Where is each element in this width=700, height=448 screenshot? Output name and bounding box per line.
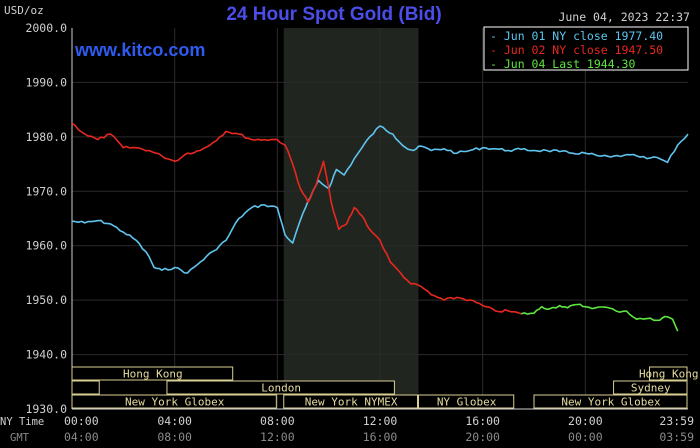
chart-title: 24 Hour Spot Gold (Bid): [226, 4, 441, 25]
session-box: NY Globex: [418, 394, 515, 409]
gmt-tick-label: 16:00: [363, 430, 398, 444]
legend-box: [483, 26, 689, 71]
session-box: Sydney: [613, 380, 688, 395]
y-tick-label: 1990.0: [25, 75, 67, 89]
nymex-session-shading: [283, 28, 419, 409]
kitco-watermark: www.kitco.com: [74, 40, 205, 60]
y-tick-label: 1980.0: [25, 130, 67, 144]
y-tick-label: 1970.0: [25, 184, 67, 198]
ny-time-tick-label: 23:59: [659, 414, 694, 428]
ny-time-tick-label: 16:00: [465, 414, 500, 428]
session-label: London: [261, 382, 301, 395]
series-line-jun-04: [520, 303, 679, 332]
session-box: New York Globex: [71, 394, 277, 409]
session-label: Sydney: [631, 382, 671, 395]
y-tick-label: 2000.0: [25, 21, 67, 35]
y-tick-label: 1940.0: [25, 348, 67, 362]
gmt-tick-label: 12:00: [260, 430, 295, 444]
legend-entry: - Jun 02 NY close 1947.50: [490, 43, 663, 57]
y-tick-label: 1950.0: [25, 293, 67, 307]
ny-time-tick-label: 04:00: [157, 414, 192, 428]
session-box: London: [166, 380, 395, 395]
ny-time-tick-label: 00:00: [64, 414, 99, 428]
session-box-frame: [533, 394, 688, 409]
y-unit-label: USD/oz: [4, 4, 44, 17]
session-box: New York NYMEX: [283, 394, 418, 409]
session-label: New York NYMEX: [305, 396, 398, 409]
session-box: [71, 380, 100, 395]
gmt-tick-label: 03:59: [659, 430, 694, 444]
y-tick-label: 1960.0: [25, 239, 67, 253]
session-box-frame: [71, 394, 277, 409]
session-box-frame: [166, 380, 395, 395]
session-box-frame: [283, 394, 418, 409]
y-tick-label: 1930.0: [25, 402, 67, 416]
session-label: Hong Kong: [639, 368, 699, 381]
gmt-tick-label: 00:00: [568, 430, 603, 444]
legend: - Jun 01 NY close 1977.40- Jun 02 NY clo…: [483, 26, 689, 71]
legend-entry: - Jun 01 NY close 1977.40: [490, 29, 663, 43]
session-box-frame: [649, 366, 688, 381]
session-box: Hong Kong: [71, 366, 234, 381]
ny-time-tick-label: 20:00: [568, 414, 603, 428]
legend-entry: - Jun 04 Last 1944.30: [490, 57, 635, 71]
ny-time-tick-label: 12:00: [363, 414, 398, 428]
ny-time-tick-label: 08:00: [260, 414, 295, 428]
ny-time-row-label: NY Time: [0, 416, 44, 428]
series-line-jun-02: [71, 122, 522, 315]
series-line-jun-01: [71, 125, 689, 274]
session-box-frame: [71, 366, 234, 381]
session-label: NY Globex: [437, 396, 497, 409]
gmt-tick-label: 04:00: [64, 430, 99, 444]
session-box-frame: [613, 380, 688, 395]
session-label: New York Globex: [561, 396, 661, 409]
session-box: Hong Kong: [639, 366, 699, 381]
timestamp: June 04, 2023 22:37: [558, 10, 690, 24]
session-label: New York Globex: [125, 396, 225, 409]
gmt-tick-label: 08:00: [157, 430, 192, 444]
gmt-row-label: GMT: [10, 432, 30, 444]
session-box: New York Globex: [533, 394, 688, 409]
session-label: Hong Kong: [123, 368, 183, 381]
session-box-frame: [71, 380, 100, 395]
gmt-tick-label: 20:00: [465, 430, 500, 444]
session-box-frame: [418, 394, 515, 409]
